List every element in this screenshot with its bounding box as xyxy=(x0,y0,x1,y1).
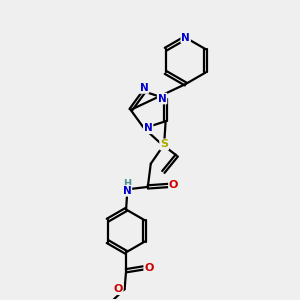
Text: O: O xyxy=(113,284,123,294)
Text: H: H xyxy=(123,179,131,189)
Text: S: S xyxy=(160,140,168,149)
Text: N: N xyxy=(181,33,190,43)
Text: N: N xyxy=(123,186,131,196)
Text: O: O xyxy=(144,263,154,273)
Text: N: N xyxy=(140,83,148,93)
Text: O: O xyxy=(169,180,178,190)
Text: N: N xyxy=(144,123,153,133)
Text: N: N xyxy=(158,94,167,103)
